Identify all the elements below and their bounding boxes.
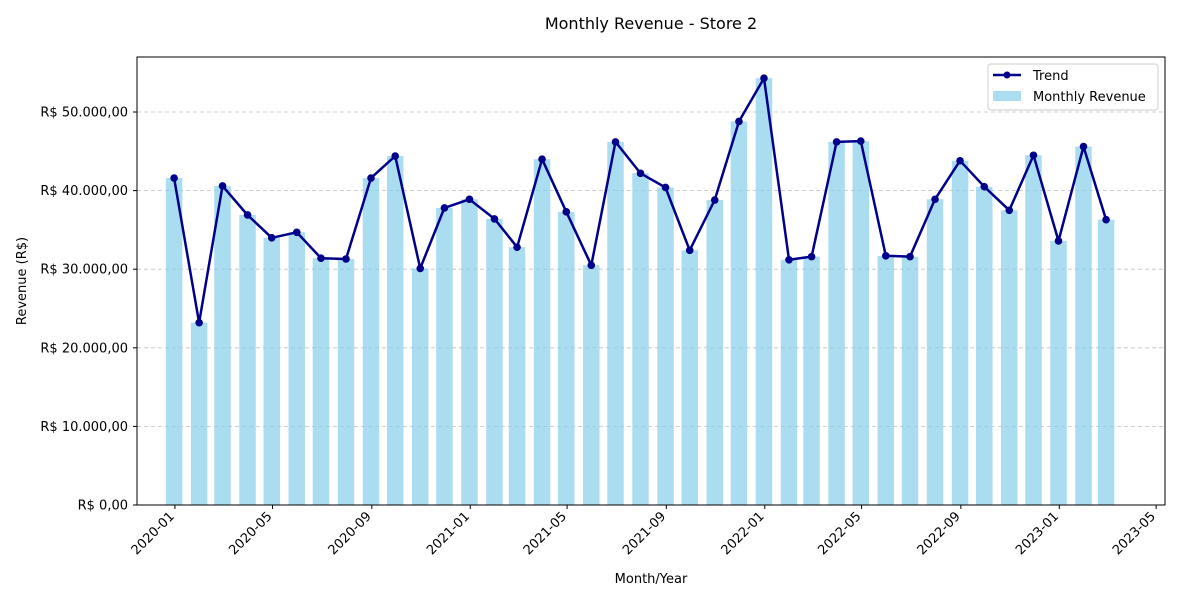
- trend-point: [317, 254, 325, 263]
- legend-label-monthly-revenue: Monthly Revenue: [1033, 90, 1146, 105]
- revenue-bar: [1050, 240, 1067, 506]
- revenue-bar: [828, 141, 845, 505]
- revenue-bar: [657, 187, 674, 506]
- y-tick-label: R$ 50.000,00: [40, 106, 128, 121]
- revenue-bar: [976, 186, 993, 505]
- revenue-bar: [852, 141, 870, 505]
- trend-point: [760, 74, 768, 83]
- trend-point: [856, 137, 865, 145]
- trend-point: [1005, 206, 1014, 215]
- revenue-bar: [583, 265, 600, 505]
- trend-point: [465, 195, 474, 204]
- revenue-bar: [780, 259, 798, 505]
- y-tick-label: R$ 40.000,00: [40, 184, 128, 199]
- revenue-bar: [436, 207, 453, 505]
- legend-label-trend: Trend: [1032, 69, 1069, 84]
- trend-series: [170, 74, 1110, 327]
- revenue-bar: [877, 255, 895, 505]
- trend-point: [1054, 237, 1063, 245]
- legend-bar-swatch-icon: [993, 91, 1021, 101]
- trend-point: [513, 243, 521, 252]
- revenue-bar: [461, 199, 478, 505]
- trend-point: [735, 117, 743, 126]
- y-axis-title: Revenue (R$): [15, 237, 30, 325]
- trend-point: [195, 318, 203, 327]
- trend-point: [636, 169, 645, 178]
- trend-point: [956, 156, 964, 165]
- legend: Trend Monthly Revenue: [987, 63, 1159, 111]
- revenue-bar: [926, 199, 944, 505]
- revenue-bar: [533, 159, 551, 505]
- bar-series: [165, 78, 1115, 506]
- trend-point: [490, 215, 499, 223]
- y-tick-label: R$ 20.000,00: [40, 341, 128, 356]
- x-axis-title: Month/Year: [615, 572, 688, 587]
- y-tick-label: R$ 30.000,00: [40, 263, 128, 278]
- revenue-bar: [288, 232, 306, 505]
- revenue-bar: [1075, 146, 1092, 505]
- trend-point: [832, 138, 841, 146]
- revenue-bar: [755, 78, 773, 505]
- revenue-bar: [1097, 219, 1115, 505]
- trend-point: [807, 252, 816, 261]
- revenue-bar: [706, 200, 723, 506]
- trend-point: [611, 138, 620, 146]
- trend-point: [785, 255, 793, 264]
- trend-point: [587, 261, 596, 270]
- revenue-bar: [632, 173, 649, 505]
- plot-frame: [136, 56, 1166, 506]
- trend-point: [292, 228, 301, 237]
- revenue-bar: [508, 247, 526, 506]
- legend-trend-marker-icon: [1003, 71, 1011, 79]
- revenue-bar: [239, 214, 256, 505]
- revenue-bar: [411, 268, 429, 505]
- trend-point: [710, 196, 719, 204]
- trend-point: [685, 246, 694, 255]
- trend-point: [391, 152, 400, 160]
- trend-point: [538, 155, 546, 163]
- trend-point: [1029, 151, 1038, 160]
- y-tick-label: R$ 0,00: [78, 499, 128, 514]
- gridlines: [137, 111, 1165, 427]
- revenue-bar: [730, 121, 748, 505]
- trend-point: [931, 195, 939, 204]
- revenue-bar: [263, 237, 281, 506]
- trend-point: [661, 183, 670, 192]
- revenue-bar: [803, 256, 820, 505]
- revenue-bar: [486, 218, 503, 506]
- revenue-bar: [386, 156, 404, 505]
- y-axis: R$ 0,00 R$ 10.000,00 R$ 20.000,00 R$ 30.000…: [40, 106, 137, 514]
- trend-point: [1079, 142, 1088, 151]
- trend-point: [170, 174, 178, 182]
- revenue-bar: [312, 258, 330, 505]
- revenue-bar: [362, 178, 380, 506]
- trend-point: [980, 182, 989, 191]
- revenue-bar: [681, 250, 698, 505]
- trend-point: [882, 252, 890, 260]
- trend-point: [342, 255, 350, 263]
- revenue-bar: [190, 322, 208, 505]
- trend-point: [1102, 215, 1110, 224]
- trend-point: [906, 252, 914, 261]
- trend-point: [562, 208, 571, 216]
- trend-point: [218, 182, 227, 190]
- trend-point: [367, 174, 375, 182]
- revenue-bar: [337, 258, 355, 505]
- revenue-bar: [214, 185, 231, 505]
- revenue-bar: [165, 178, 183, 506]
- y-tick-label: R$ 10.000,00: [40, 420, 128, 435]
- trend-point: [440, 204, 449, 212]
- trend-point: [416, 264, 425, 273]
- revenue-bar: [1001, 210, 1018, 505]
- trend-point: [243, 211, 252, 219]
- chart-title: Monthly Revenue - Store 2: [545, 14, 757, 33]
- legend-box: [987, 63, 1159, 111]
- revenue-bar: [558, 211, 575, 505]
- revenue-bar: [951, 160, 969, 505]
- revenue-bar: [607, 141, 624, 505]
- trend-point: [267, 233, 276, 242]
- revenue-bar: [1025, 155, 1042, 506]
- revenue-bar: [901, 256, 919, 505]
